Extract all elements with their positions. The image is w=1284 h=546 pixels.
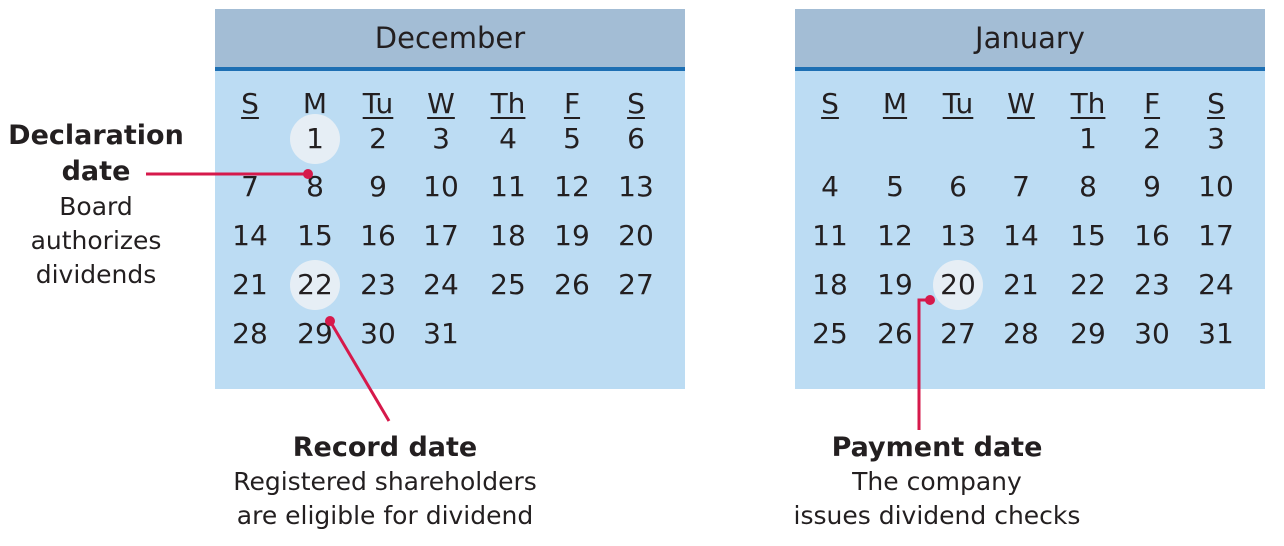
december-day-cell: 6 [627,122,645,155]
december-day-cell: 27 [618,268,654,301]
payment-desc-line-1: The company [852,467,1022,496]
january-month-title: January [975,21,1085,55]
payment-date-title: Payment date [831,432,1043,463]
december-day-cell: 24 [423,268,459,301]
january-weekday-header: S [1207,87,1225,120]
declaration-desc-line-3: dividends [35,260,157,289]
january-weekday-header: Th [1070,87,1106,120]
january-day-highlight [933,260,983,310]
january-day-cell: 6 [949,170,967,203]
january-day-cell: 29 [1070,317,1106,350]
january-day-cell: 20 [940,268,976,301]
december-day-cell: 13 [618,170,654,203]
december-day-cell: 8 [306,170,324,203]
december-day-cell: 15 [297,219,333,252]
december-calendar: December S M Tu W Th F S 1 2 3 4 5 6 7 8 9 10 11 12 13 14 15 1… [215,9,685,389]
january-weekday-header: Tu [942,87,974,120]
january-day-cell: 17 [1198,219,1234,252]
december-day-cell: 2 [369,122,387,155]
payment-desc-line-2: issues dividend checks [793,501,1081,530]
december-day-cell: 1 [306,122,324,155]
january-day-cell: 15 [1070,219,1106,252]
december-weekday-header: S [627,87,645,120]
december-day-cell: 10 [423,170,459,203]
december-day-cell: 21 [232,268,268,301]
december-weekday-header: W [427,87,455,120]
january-day-cell: 14 [1003,219,1039,252]
declaration-date-label: Declaration date Board authorizes divide… [0,118,192,292]
january-weekday-header: M [882,87,908,120]
december-day-cell: 25 [490,268,526,301]
record-date-title: Record date [292,432,478,463]
declaration-desc-line-1: Board [59,192,133,221]
december-day-cell: 19 [554,219,590,252]
january-day-cell: 11 [812,219,848,252]
december-day-highlight [290,114,340,164]
december-day-cell: 9 [369,170,387,203]
december-day-cell: 30 [360,317,396,350]
december-day-cell: 5 [563,122,581,155]
record-desc-line-2: are eligible for dividend [236,501,534,530]
january-day-cell: 25 [812,317,848,350]
december-weekday-header: F [563,87,581,120]
december-weekday-header: S [241,87,259,120]
january-day-cell: 1 [1079,122,1097,155]
january-day-cell: 8 [1079,170,1097,203]
december-day-cell: 26 [554,268,590,301]
january-day-cell: 26 [877,317,913,350]
january-day-cell: 3 [1207,122,1225,155]
december-day-cell: 18 [490,219,526,252]
december-day-cell: 4 [499,122,517,155]
january-day-cell: 30 [1134,317,1170,350]
december-day-cell: 17 [423,219,459,252]
december-day-cell: 16 [360,219,396,252]
december-day-highlight [290,260,340,310]
january-day-cell: 9 [1143,170,1161,203]
december-day-cell: 7 [241,170,259,203]
january-day-cell: 5 [886,170,904,203]
january-day-cell: 23 [1134,268,1170,301]
january-day-cell: 10 [1198,170,1234,203]
january-day-cell: 31 [1198,317,1234,350]
december-day-cell: 3 [432,122,450,155]
december-day-cell: 29 [297,317,333,350]
december-day-cell: 28 [232,317,268,350]
payment-date-label: Payment date The company issues dividend… [767,431,1107,533]
december-day-cell: 23 [360,268,396,301]
declaration-date-title: Declaration date [8,120,184,187]
january-day-cell: 7 [1012,170,1030,203]
record-date-label: Record date Registered shareholders are … [200,431,570,533]
january-day-cell: 21 [1003,268,1039,301]
january-weekday-header: F [1143,87,1161,120]
january-day-cell: 18 [812,268,848,301]
january-day-cell: 24 [1198,268,1234,301]
january-calendar: January S M Tu W Th F S 1 2 3 4 5 6 7 8 9 10 11 12 13 14 15 16… [795,9,1265,389]
declaration-desc-line-2: authorizes [30,226,162,255]
january-header: January [795,9,1265,71]
january-day-cell: 19 [877,268,913,301]
december-day-cell: 14 [232,219,268,252]
january-day-cell: 27 [940,317,976,350]
december-day-cell: 11 [490,170,526,203]
january-day-cell: 4 [821,170,839,203]
january-day-cell: 22 [1070,268,1106,301]
january-day-cell: 12 [877,219,913,252]
december-weekday-header: Tu [362,87,394,120]
january-weekday-header: W [1007,87,1035,120]
december-month-title: December [374,21,526,55]
december-day-cell: 31 [423,317,459,350]
january-day-cell: 13 [940,219,976,252]
january-day-cell: 28 [1003,317,1039,350]
record-desc-line-1: Registered shareholders [233,467,537,496]
december-day-cell: 20 [618,219,654,252]
january-day-cell: 16 [1134,219,1170,252]
january-weekday-header: S [821,87,839,120]
december-header: December [215,9,685,71]
december-day-cell: 12 [554,170,590,203]
january-day-cell: 2 [1143,122,1161,155]
december-weekday-header: Th [490,87,526,120]
december-day-cell: 22 [297,268,333,301]
